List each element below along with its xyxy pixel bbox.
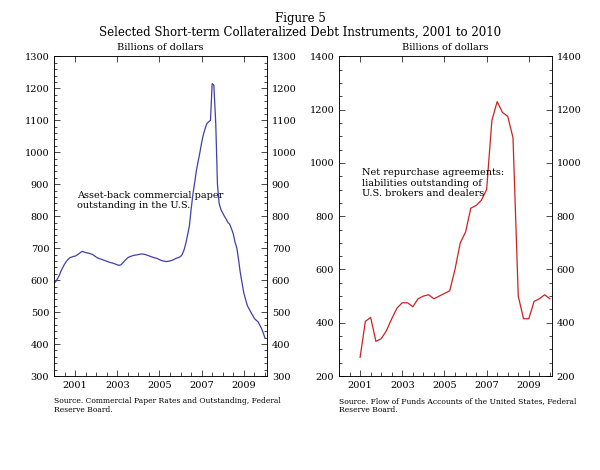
Text: Billions of dollars: Billions of dollars <box>117 43 204 52</box>
Text: Asset-back commercial paper
outstanding in the U.S.: Asset-back commercial paper outstanding … <box>77 191 224 210</box>
Text: Selected Short-term Collateralized Debt Instruments, 2001 to 2010: Selected Short-term Collateralized Debt … <box>99 26 501 39</box>
Text: Billions of dollars: Billions of dollars <box>402 43 489 52</box>
Text: Figure 5: Figure 5 <box>275 12 325 25</box>
Text: Net repurchase agreements:
liabilities outstanding of
U.S. brokers and dealers: Net repurchase agreements: liabilities o… <box>362 168 505 198</box>
Text: Source. Flow of Funds Accounts of the United States, Federal
Reserve Board.: Source. Flow of Funds Accounts of the Un… <box>339 397 577 415</box>
Text: Source. Commercial Paper Rates and Outstanding, Federal
Reserve Board.: Source. Commercial Paper Rates and Outst… <box>54 397 281 415</box>
